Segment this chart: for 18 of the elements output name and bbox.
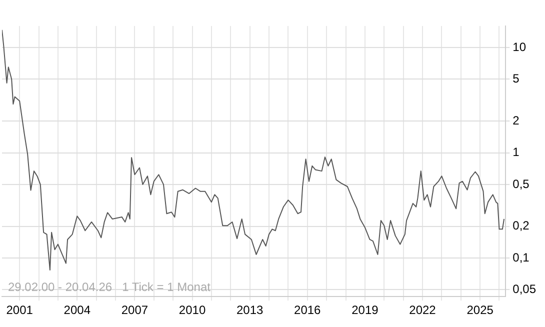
x-tick-label: 2016: [294, 303, 322, 318]
y-tick-label: 0,05: [512, 282, 536, 296]
x-tick-label: 2025: [466, 303, 494, 318]
y-tick-label: 0,1: [512, 250, 530, 264]
x-tick-label: 2010: [178, 303, 206, 318]
x-tick-label: 2019: [352, 303, 379, 318]
x-tick-label: 2004: [64, 303, 91, 318]
y-tick-label: 5: [512, 71, 520, 86]
y-tick-label: 2: [512, 113, 520, 128]
y-tick-label: 1: [512, 145, 520, 160]
x-tick-label: 2013: [236, 303, 264, 318]
y-tick-label: 10: [512, 40, 526, 54]
x-tick-label: 2001: [6, 303, 34, 318]
x-tick-label: 2007: [121, 303, 148, 318]
y-tick-label: 0,2: [512, 218, 530, 233]
y-tick-label: 0,5: [512, 176, 530, 191]
annotation: 29.02.00 - 20.04.26 1 Tick = 1 Monat: [8, 280, 212, 294]
x-tick-label: 2022: [409, 303, 436, 318]
